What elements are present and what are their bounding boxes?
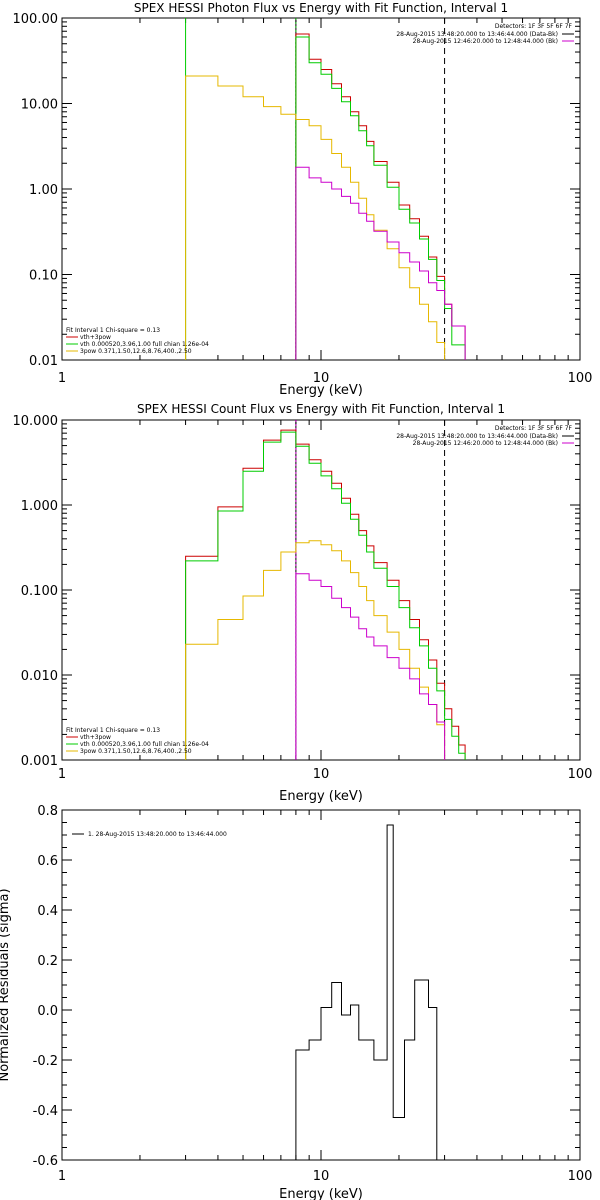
legend-entry: 3pow 0.371,1.50,12.6,8.76,400.,2.50 — [80, 348, 192, 355]
x-tick-label: 10 — [313, 1169, 330, 1184]
marker-lines — [295, 420, 446, 760]
legend-top: 28-Aug-2015 13:48:20.000 to 13:46:44.000… — [396, 433, 574, 447]
y-tick-label: 0.6 — [37, 854, 58, 869]
series-line-3pow — [185, 75, 446, 360]
y-tick-label: 1.000 — [21, 499, 58, 514]
y-tick-label: 100.00 — [13, 12, 59, 27]
y-tick-label: 10.00 — [21, 98, 58, 113]
y-axis: -0.6 -0.4 -0.2 0.0 0.2 0.4 0.6 0.8 — [33, 804, 580, 1169]
legend-entry: 28-Aug-2015 13:48:20.000 to 13:46:44.000… — [396, 433, 558, 440]
legend-entry: vth 0.000520,3.96,1.00 full chian 1.26e-… — [80, 741, 209, 748]
chart-panel-3: 1 10 100 Energy (keV) -0.6 -0.4 -0.2 0.0 0.2 0.4 0… — [0, 804, 592, 1200]
chart-title: SPEX HESSI Photon Flux vs Energy with Fi… — [134, 1, 508, 15]
y-tick-label: 0.001 — [21, 754, 58, 769]
y-tick-label: 0.010 — [21, 669, 58, 684]
series-line-vth — [185, 431, 466, 760]
series-group — [185, 429, 466, 760]
chart-title: SPEX HESSI Count Flux vs Energy with Fit… — [137, 402, 505, 416]
series-group — [185, 33, 466, 360]
x-axis-label: Energy (keV) — [279, 789, 363, 804]
plot-frame — [61, 809, 581, 1161]
y-tick-label: 0.4 — [37, 904, 58, 919]
legend-entry: vth 0.000520,3.96,1.00 full chian 1.26e-… — [80, 341, 209, 348]
legend-entry: vth+3pow — [80, 334, 111, 341]
y-axis: 0.001 0.010 0.100 1.000 10.000 — [13, 414, 580, 769]
series-line-bk — [295, 573, 446, 760]
detectors-label: Detectors: 1F 3F 5F 6F 7F — [495, 23, 573, 30]
y-tick-label: 0.8 — [37, 804, 58, 819]
legend-entry: 3pow 0.371,1.50,12.6,8.76,400.,2.50 — [80, 748, 192, 755]
x-tick-label: 1 — [58, 371, 66, 386]
y-tick-label: -0.4 — [33, 1104, 58, 1119]
x-tick-label: 10 — [313, 767, 330, 782]
y-tick-label: 0.0 — [37, 1004, 58, 1019]
series-group — [295, 824, 438, 1160]
y-tick-label: 1.00 — [29, 183, 58, 198]
x-tick-label: 10 — [313, 371, 330, 386]
y-tick-label: 0.100 — [21, 584, 58, 599]
x-tick-label: 100 — [568, 1169, 593, 1184]
y-tick-label: 10.000 — [13, 414, 59, 429]
legend-entry: 28-Aug-2015 12:46:20.000 to 12:48:44.000… — [413, 38, 558, 45]
y-axis-label: Normalized Residuals (sigma) — [0, 888, 12, 1081]
y-axis: 0.01 0.10 1.00 10.00 100.00 — [13, 12, 580, 369]
chart-panel-2: SPEX HESSI Count Flux vs Energy with Fit… — [13, 402, 593, 804]
detectors-label: Detectors: 1F 3F 5F 6F 7F — [495, 425, 573, 432]
legend-entry: Fit Interval 1 Chi-square = 0.13 — [66, 727, 160, 734]
series-line-bk — [295, 166, 466, 360]
x-tick-label: 100 — [568, 767, 593, 782]
x-tick-label: 1 — [58, 767, 66, 782]
series-line-vth-3pow — [295, 33, 466, 360]
chart-panel-1: SPEX HESSI Photon Flux vs Energy with Fi… — [13, 1, 593, 398]
legend-entry: 28-Aug-2015 13:48:20.000 to 13:46:44.000… — [396, 31, 558, 38]
series-line-vth-3pow — [185, 429, 466, 760]
x-axis: 1 10 100 — [58, 810, 593, 1184]
legend-bottom: Fit Interval 1 Chi-square = 0.13vth+3pow… — [66, 727, 209, 755]
y-tick-label: 0.2 — [37, 954, 58, 969]
legend-entry: vth+3pow — [80, 734, 111, 741]
y-tick-label: -0.6 — [33, 1154, 58, 1169]
y-tick-label: -0.2 — [33, 1054, 58, 1069]
series-line-3pow — [185, 540, 446, 760]
legend-entry: 28-Aug-2015 12:46:20.000 to 12:48:44.000… — [413, 440, 558, 447]
legend-top: 1. 28-Aug-2015 13:48:20.000 to 13:46:44.… — [72, 831, 227, 838]
x-tick-label: 100 — [568, 371, 593, 386]
x-tick-label: 1 — [58, 1169, 66, 1184]
series-line-vth — [295, 36, 466, 360]
legend-entry: 1. 28-Aug-2015 13:48:20.000 to 13:46:44.… — [88, 831, 227, 838]
x-axis-label: Energy (keV) — [279, 383, 363, 398]
series-line — [295, 824, 438, 1160]
marker-lines — [185, 18, 446, 360]
legend-entry: Fit Interval 1 Chi-square = 0.13 — [66, 327, 160, 334]
x-axis-label: Energy (keV) — [279, 1187, 363, 1200]
y-tick-label: 0.10 — [29, 269, 58, 284]
legend-bottom: Fit Interval 1 Chi-square = 0.13vth+3pow… — [66, 327, 209, 355]
legend-top: 28-Aug-2015 13:48:20.000 to 13:46:44.000… — [396, 31, 574, 45]
y-tick-label: 0.01 — [29, 354, 58, 369]
